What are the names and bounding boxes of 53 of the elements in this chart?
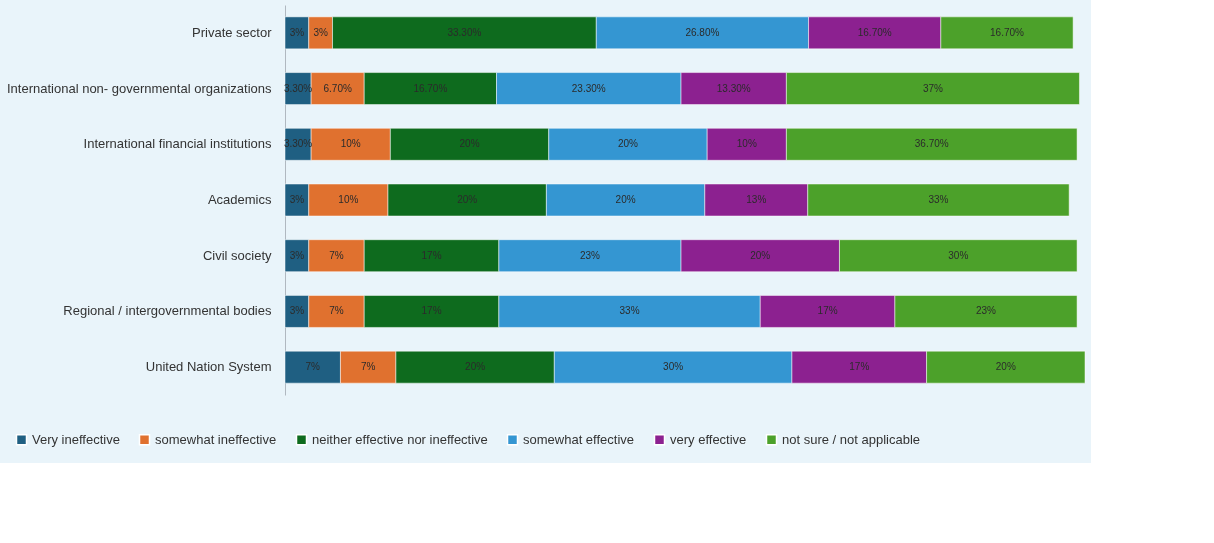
data-label: 3% — [313, 26, 328, 38]
data-label: 16.70% — [413, 82, 448, 94]
data-label: 17% — [849, 361, 870, 373]
y-tick-label: Civil society — [202, 247, 272, 263]
data-label: 3% — [289, 305, 305, 317]
data-label: 10% — [736, 138, 757, 150]
data-label: 20% — [995, 361, 1016, 373]
data-label: 23% — [975, 305, 997, 317]
legend-label: not sure / not applicable — [782, 431, 921, 447]
y-tick-label: Academics — [207, 192, 272, 207]
y-tick-label: International financial institutions — [83, 136, 272, 152]
data-label: 7% — [329, 249, 344, 261]
data-label: 13.30% — [716, 82, 751, 94]
data-label: 26.80% — [685, 26, 720, 38]
data-label: 30% — [663, 361, 684, 373]
data-label: 36.70% — [914, 138, 949, 150]
y-tick-label: International non- governmental organizations — [6, 80, 272, 96]
legend-label: Very ineffective — [32, 431, 120, 447]
data-label: 13% — [746, 194, 767, 205]
data-label: 23.30% — [571, 82, 606, 94]
y-tick-label: Private sector — [192, 24, 273, 40]
data-label: 10% — [340, 138, 361, 150]
data-label: 33% — [928, 194, 949, 205]
data-label: 20% — [465, 361, 486, 373]
data-label: 33.30% — [447, 26, 482, 38]
data-label: 20% — [615, 194, 636, 205]
y-tick-label: Regional / intergovernmental bodies — [63, 303, 272, 319]
data-label: 16.70% — [990, 26, 1025, 38]
y-tick-label: United Nation System — [145, 359, 272, 375]
data-label: 7% — [329, 305, 344, 317]
data-label: 3% — [289, 26, 305, 38]
data-label: 10% — [338, 194, 359, 205]
data-label: 23% — [579, 249, 601, 261]
data-label: 20% — [617, 138, 639, 150]
legend-label: very effective — [670, 431, 747, 447]
data-label: 20% — [459, 138, 480, 150]
data-label: 17% — [421, 305, 442, 317]
data-label: 17% — [817, 305, 838, 317]
data-label: 7% — [360, 361, 376, 373]
data-label: 20% — [750, 249, 771, 261]
data-label: 33% — [619, 305, 640, 317]
legend-label: somewhat effective — [523, 431, 635, 447]
data-label: 16.70% — [857, 26, 892, 38]
data-label: 6.70% — [323, 82, 352, 94]
legend-label: neither effective nor ineffective — [312, 431, 488, 447]
data-label: 37% — [922, 82, 944, 94]
data-label: 3% — [289, 194, 305, 205]
data-label: 17% — [421, 249, 442, 261]
legend-label: somewhat ineffective — [155, 431, 277, 447]
data-label: 30% — [948, 249, 969, 261]
data-label: 7% — [305, 361, 321, 373]
data-label: 3% — [289, 249, 305, 261]
data-label: 20% — [457, 194, 478, 205]
